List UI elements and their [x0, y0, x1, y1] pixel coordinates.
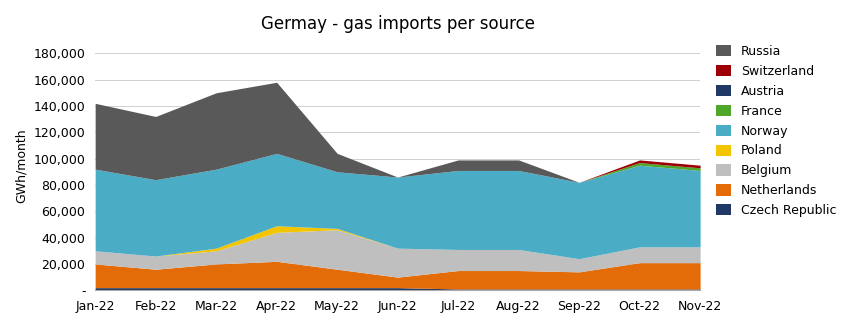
Title: Germay - gas imports per source: Germay - gas imports per source — [260, 15, 535, 33]
Legend: Russia, Switzerland, Austria, France, Norway, Poland, Belgium, Netherlands, Czec: Russia, Switzerland, Austria, France, No… — [712, 41, 841, 221]
Y-axis label: GWh/month: GWh/month — [15, 128, 28, 202]
